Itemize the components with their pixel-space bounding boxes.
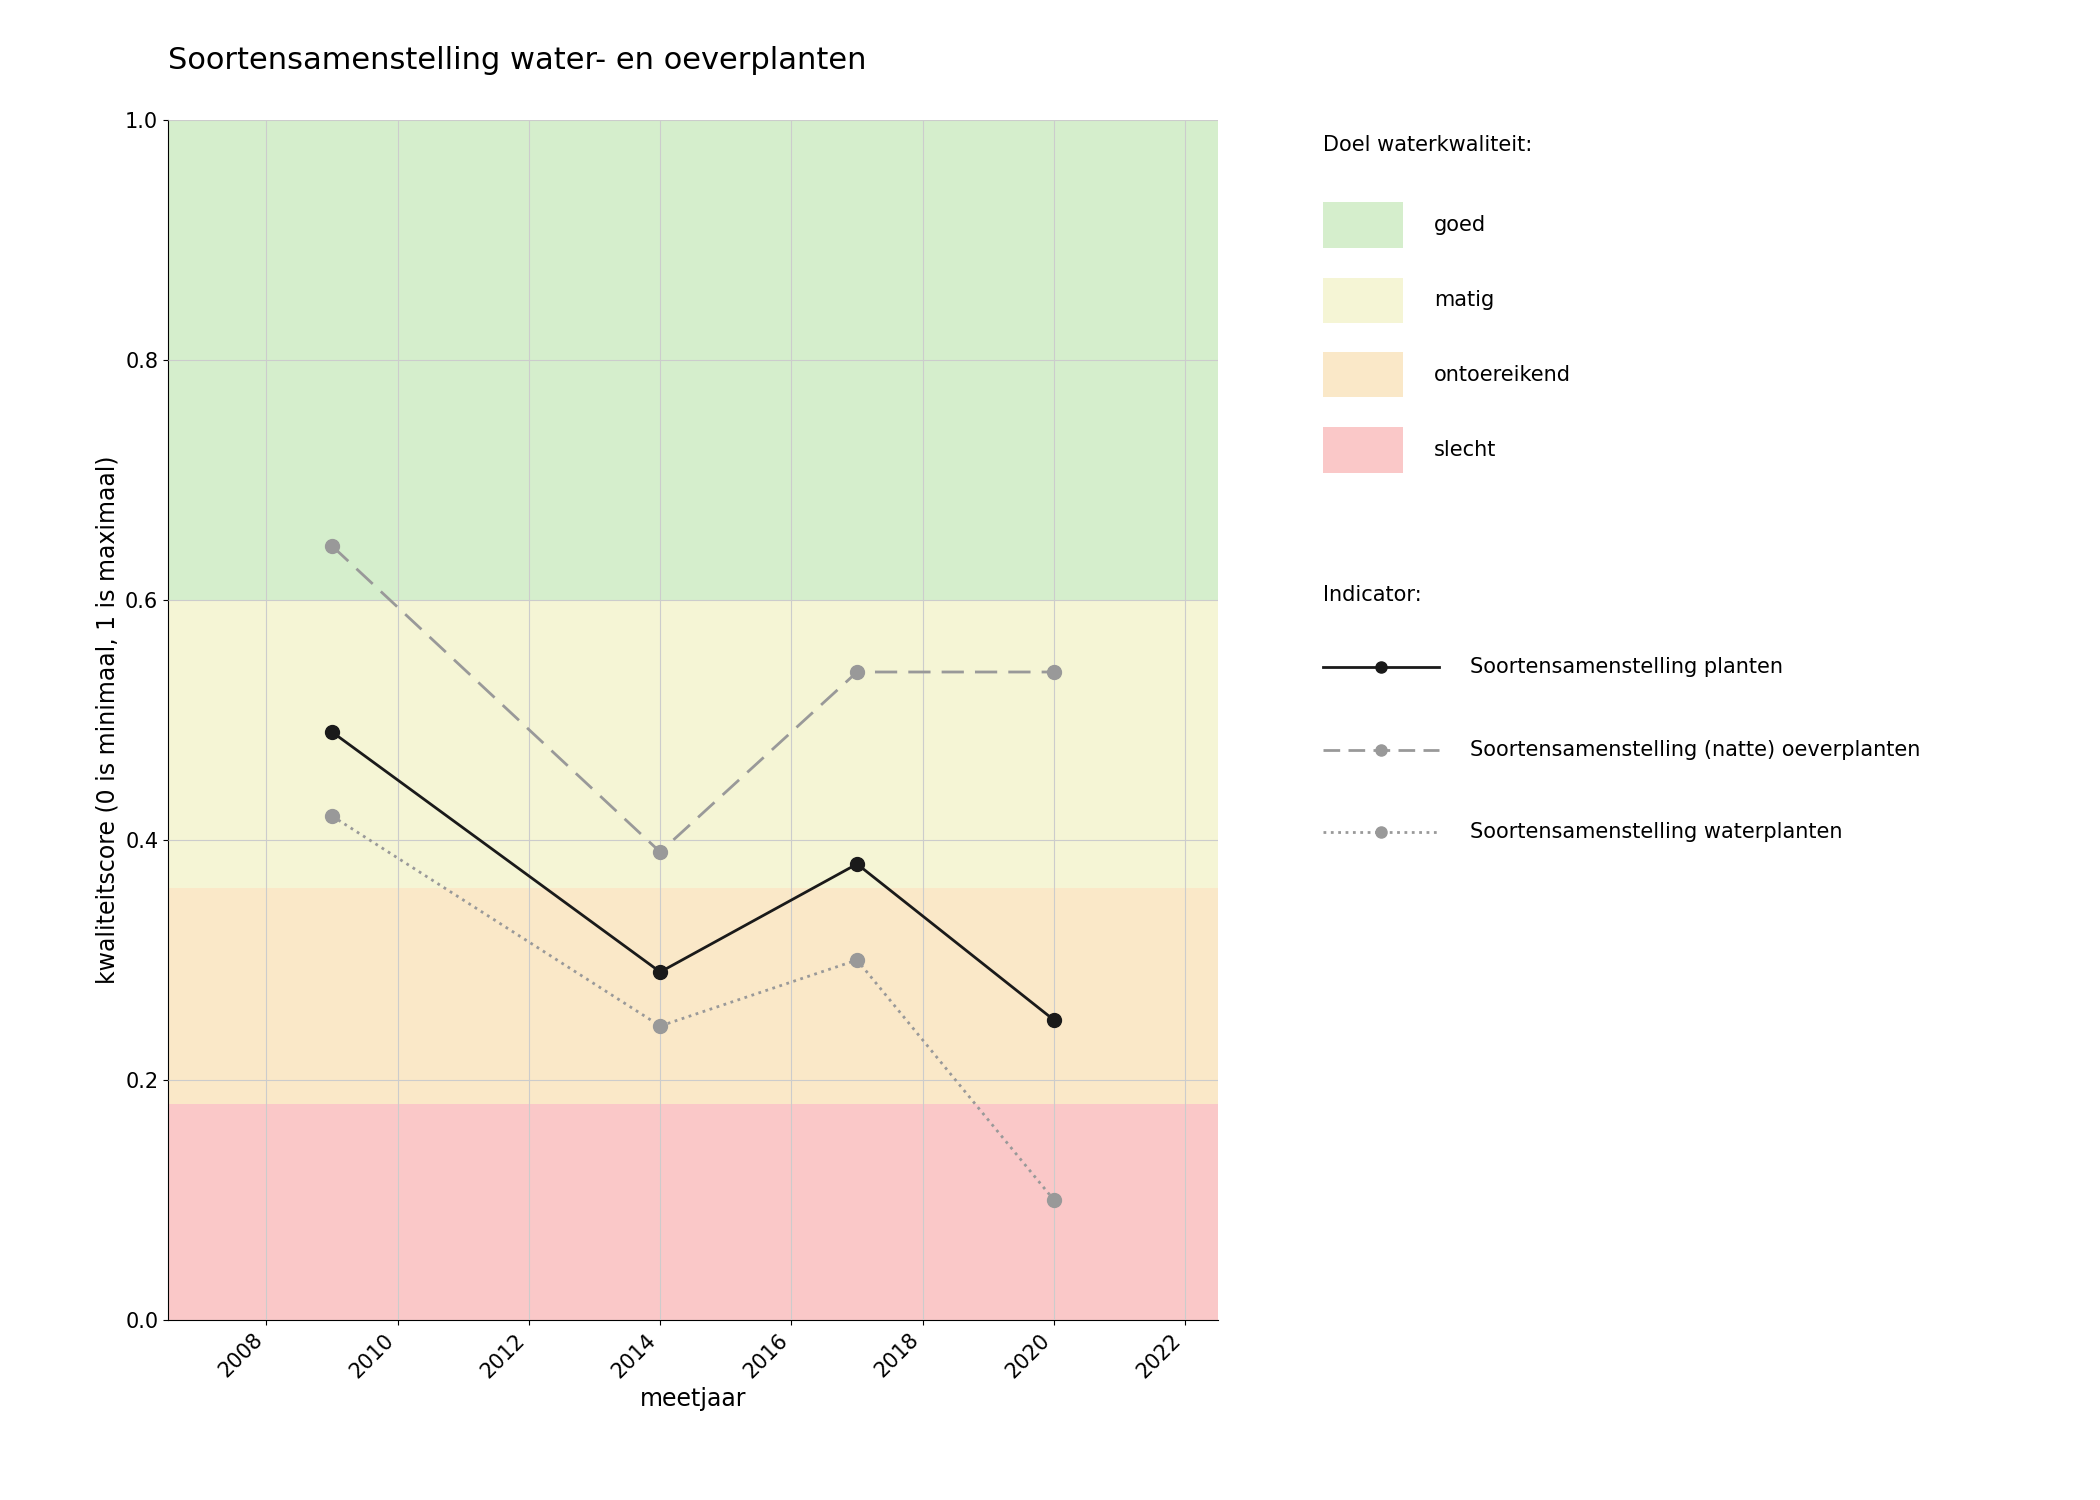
- Text: ontoereikend: ontoereikend: [1434, 364, 1571, 386]
- Text: goed: goed: [1434, 214, 1487, 236]
- Text: Soortensamenstelling water- en oeverplanten: Soortensamenstelling water- en oeverplan…: [168, 46, 867, 75]
- Bar: [168, 120, 1218, 600]
- Text: Doel waterkwaliteit:: Doel waterkwaliteit:: [1323, 135, 1533, 154]
- Bar: [168, 888, 1218, 1104]
- Bar: [168, 1104, 1218, 1320]
- Text: slecht: slecht: [1434, 440, 1497, 460]
- Text: Indicator:: Indicator:: [1323, 585, 1422, 604]
- Text: Soortensamenstelling (natte) oeverplanten: Soortensamenstelling (natte) oeverplante…: [1470, 740, 1919, 760]
- Bar: [168, 600, 1218, 888]
- Text: Soortensamenstelling waterplanten: Soortensamenstelling waterplanten: [1470, 822, 1842, 843]
- Y-axis label: kwaliteitscore (0 is minimaal, 1 is maximaal): kwaliteitscore (0 is minimaal, 1 is maxi…: [94, 456, 120, 984]
- X-axis label: meetjaar: meetjaar: [640, 1388, 746, 1411]
- Text: matig: matig: [1434, 290, 1495, 310]
- Text: Soortensamenstelling planten: Soortensamenstelling planten: [1470, 657, 1783, 678]
